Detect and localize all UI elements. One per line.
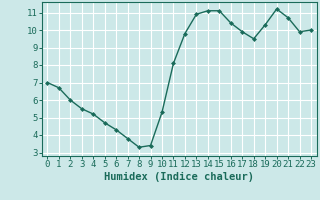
X-axis label: Humidex (Indice chaleur): Humidex (Indice chaleur): [104, 172, 254, 182]
